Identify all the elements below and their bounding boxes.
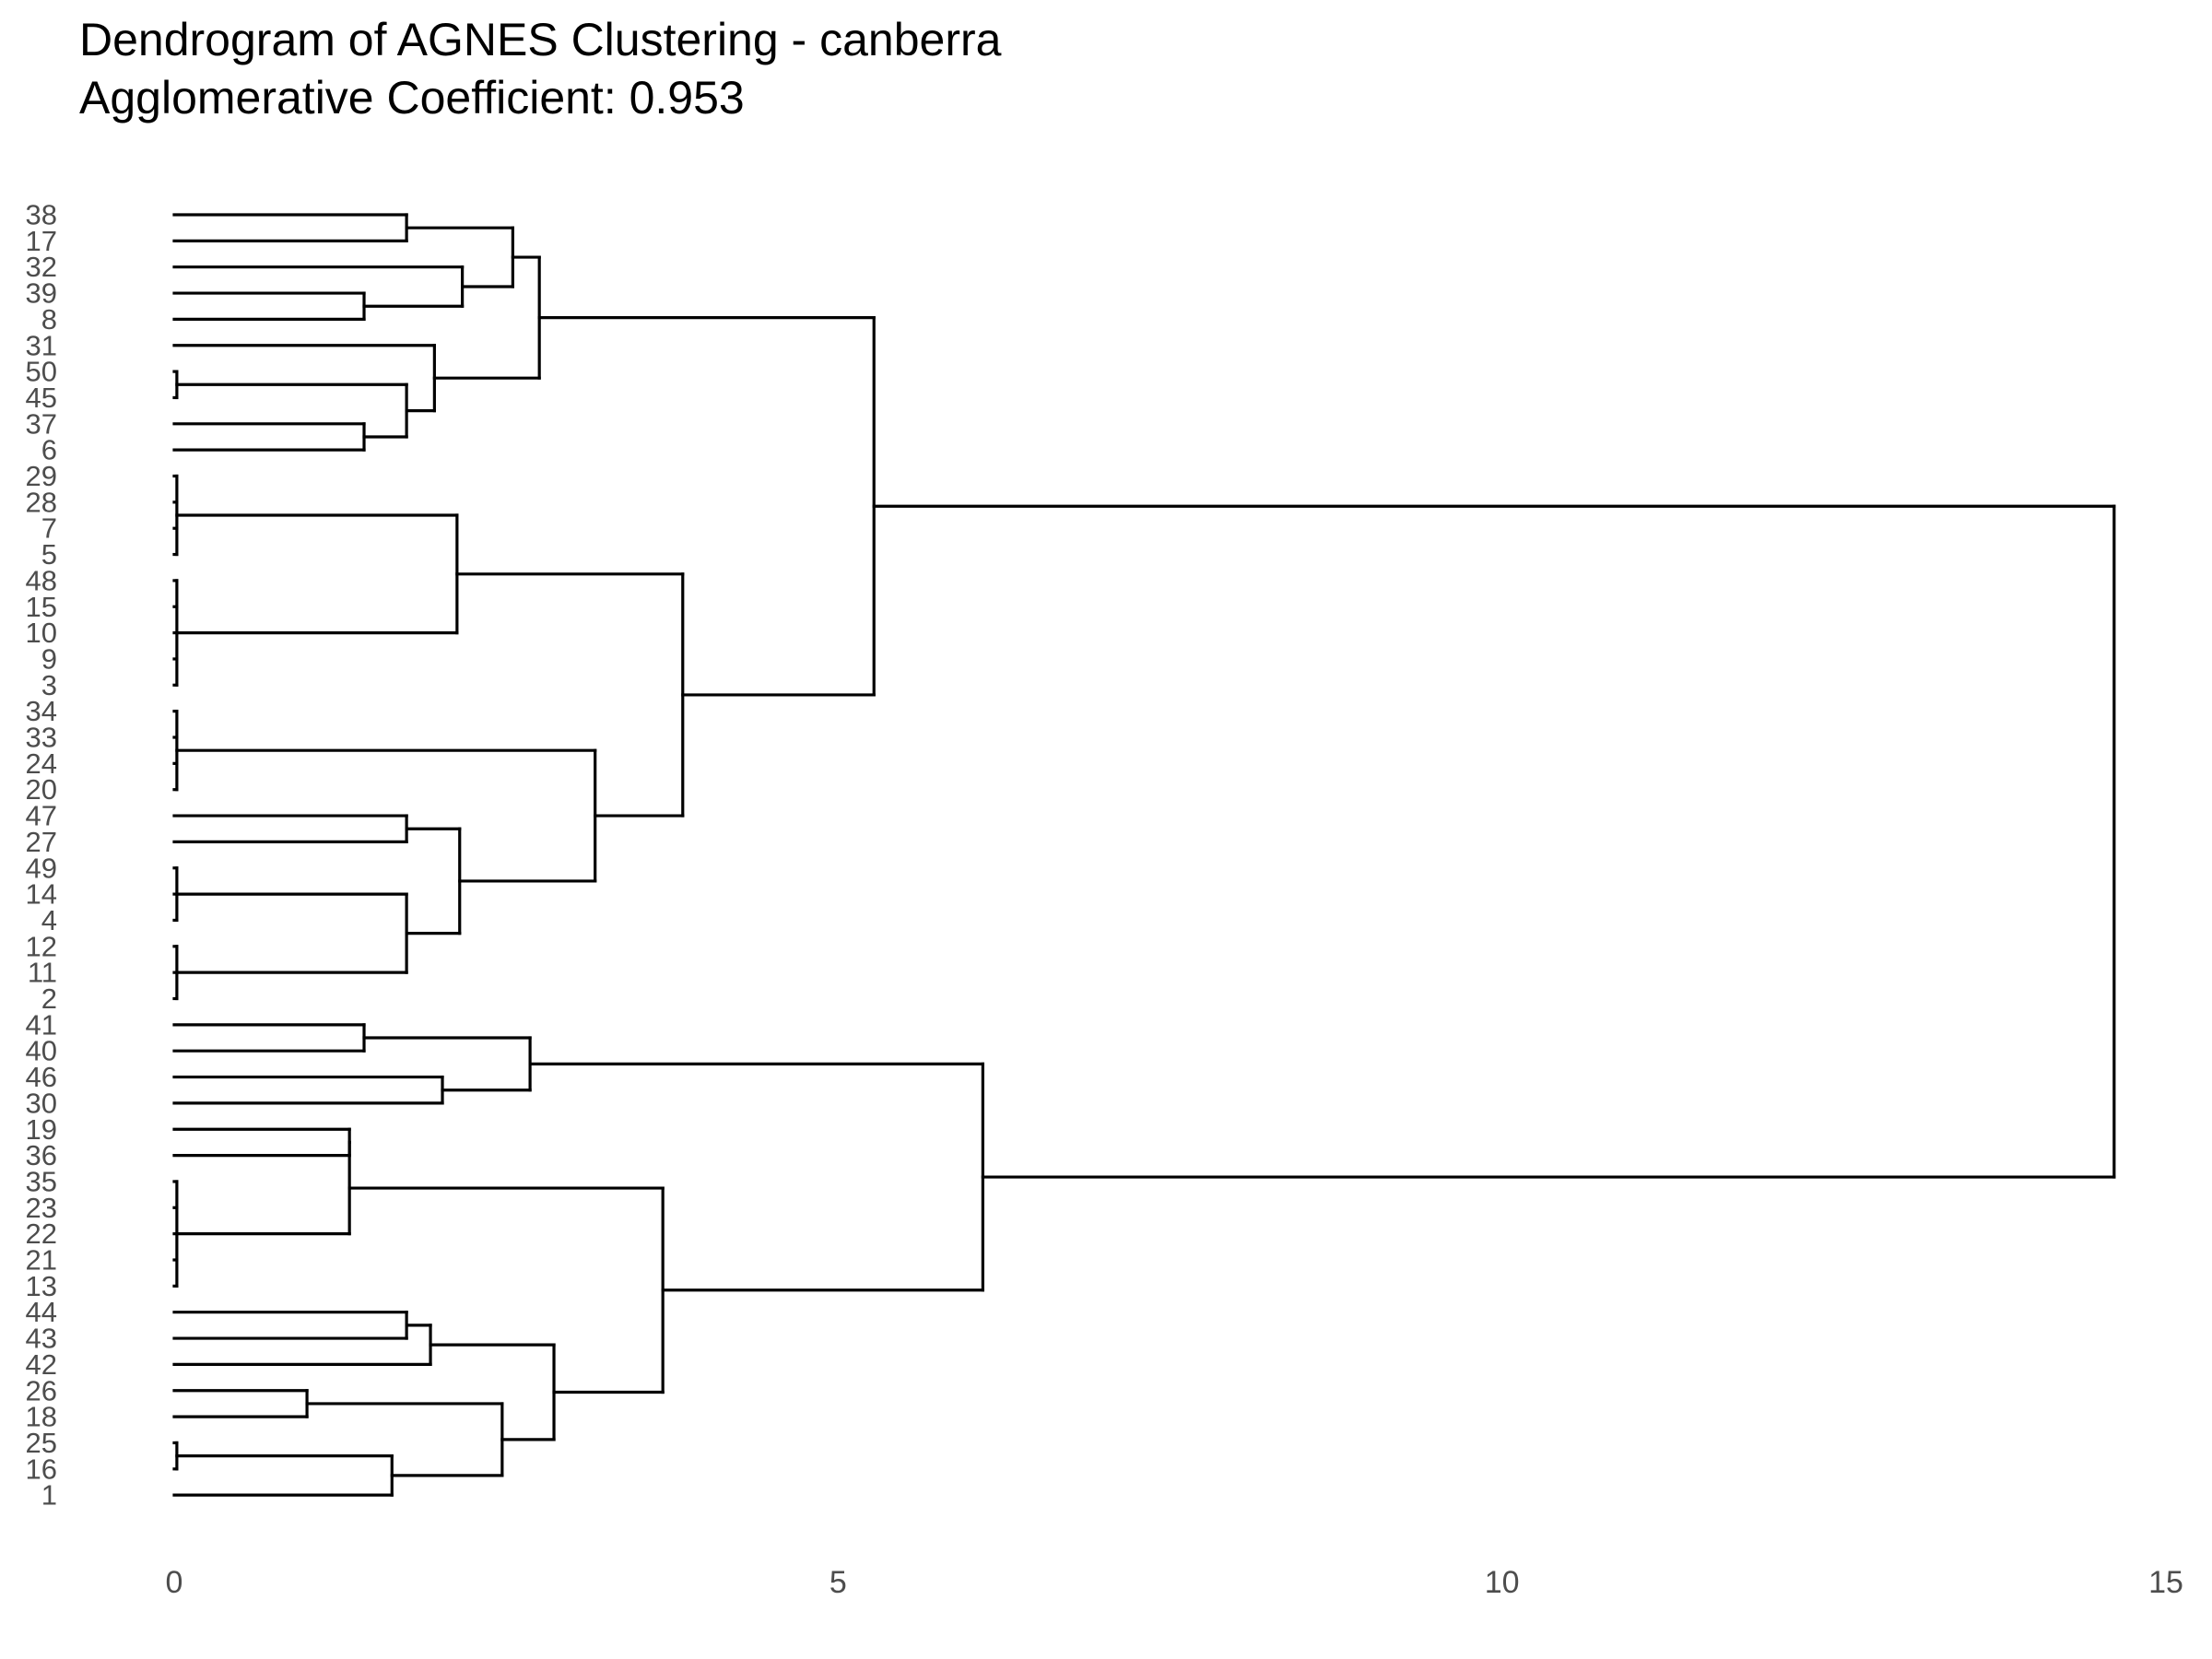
leaf-label-4: 4 <box>41 904 57 936</box>
leaf-label-33: 33 <box>26 722 57 754</box>
leaf-label-30: 30 <box>26 1087 57 1119</box>
leaf-label-6: 6 <box>41 434 57 466</box>
x-tick-label-0: 0 <box>166 1565 183 1600</box>
leaf-label-47: 47 <box>26 800 57 832</box>
leaf-label-2: 2 <box>41 982 57 1015</box>
leaf-label-31: 31 <box>26 329 57 361</box>
leaf-label-38: 38 <box>26 199 57 231</box>
leaf-label-1: 1 <box>41 1479 57 1512</box>
leaf-label-25: 25 <box>26 1427 57 1459</box>
leaf-label-48: 48 <box>26 564 57 596</box>
dendrogram-links <box>172 213 2116 1497</box>
leaf-label-28: 28 <box>26 486 57 518</box>
leaf-label-19: 19 <box>26 1113 57 1146</box>
leaf-label-23: 23 <box>26 1192 57 1224</box>
leaf-label-5: 5 <box>41 538 57 571</box>
leaf-label-40: 40 <box>26 1035 57 1067</box>
leaf-label-34: 34 <box>26 695 57 727</box>
leaf-label-46: 46 <box>26 1061 57 1093</box>
leaf-label-21: 21 <box>26 1244 57 1277</box>
leaf-label-27: 27 <box>26 826 57 858</box>
leaf-label-14: 14 <box>26 878 57 911</box>
leaf-labels: 3817323983150453762928754815109334332420… <box>26 199 57 1512</box>
leaf-label-43: 43 <box>26 1323 57 1355</box>
leaf-label-9: 9 <box>41 642 57 675</box>
leaf-label-44: 44 <box>26 1296 57 1328</box>
x-tick-label-10: 10 <box>1485 1565 1520 1600</box>
leaf-label-16: 16 <box>26 1453 57 1485</box>
leaf-label-32: 32 <box>26 251 57 283</box>
leaf-label-10: 10 <box>26 617 57 649</box>
x-tick-label-15: 15 <box>2148 1565 2183 1600</box>
leaf-label-36: 36 <box>26 1139 57 1171</box>
leaf-label-26: 26 <box>26 1374 57 1406</box>
leaf-label-50: 50 <box>26 356 57 388</box>
leaf-label-7: 7 <box>41 512 57 545</box>
leaf-label-18: 18 <box>26 1401 57 1433</box>
x-axis: 0 5 10 15 <box>166 1565 2183 1600</box>
leaf-label-20: 20 <box>26 773 57 806</box>
leaf-label-42: 42 <box>26 1348 57 1381</box>
leaf-label-8: 8 <box>41 303 57 335</box>
leaf-label-37: 37 <box>26 407 57 440</box>
leaf-label-13: 13 <box>26 1270 57 1302</box>
leaf-label-11: 11 <box>28 957 57 989</box>
leaf-label-22: 22 <box>26 1218 57 1250</box>
leaf-label-49: 49 <box>26 852 57 884</box>
leaf-label-29: 29 <box>26 460 57 492</box>
x-tick-label-5: 5 <box>830 1565 847 1600</box>
leaf-label-17: 17 <box>26 225 57 257</box>
leaf-label-12: 12 <box>26 930 57 962</box>
leaf-label-24: 24 <box>26 747 57 780</box>
leaf-label-41: 41 <box>26 1008 57 1041</box>
leaf-label-45: 45 <box>26 382 57 414</box>
leaf-label-35: 35 <box>26 1165 57 1197</box>
leaf-label-3: 3 <box>41 669 57 701</box>
leaf-label-15: 15 <box>26 591 57 623</box>
chart-title: Dendrogram of AGNES Clustering - canberr… <box>79 11 1001 127</box>
chart-title-text: Dendrogram of AGNES Clustering - canberr… <box>79 14 1002 65</box>
chart-subtitle: Agglomerative Coefficient: 0.953 <box>79 72 745 124</box>
leaf-label-39: 39 <box>26 277 57 310</box>
